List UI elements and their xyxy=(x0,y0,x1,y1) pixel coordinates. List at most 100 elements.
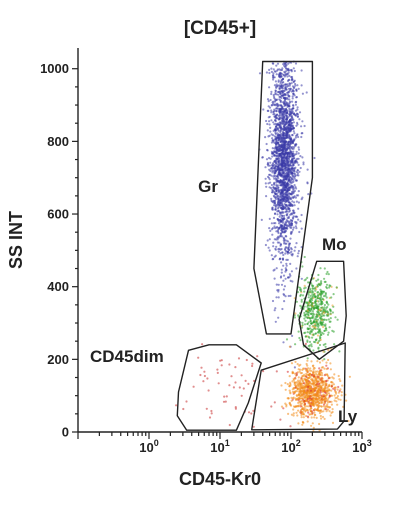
event-point xyxy=(228,384,231,387)
event-point xyxy=(286,208,289,211)
event-point xyxy=(292,87,295,90)
event-point xyxy=(277,80,280,83)
event-point xyxy=(336,403,339,406)
event-point xyxy=(311,325,314,328)
event-point xyxy=(276,192,279,195)
event-point xyxy=(283,104,286,107)
event-point xyxy=(273,401,276,404)
event-point xyxy=(302,375,305,378)
event-point xyxy=(314,383,317,387)
event-point xyxy=(274,89,277,93)
event-point xyxy=(283,102,287,105)
event-point xyxy=(295,170,298,174)
event-point xyxy=(287,248,290,252)
event-point xyxy=(314,402,317,405)
gate-ly xyxy=(250,342,346,431)
event-point xyxy=(282,131,285,134)
gate-label-gr: Gr xyxy=(198,177,218,196)
event-point xyxy=(295,300,298,303)
event-point xyxy=(297,148,301,151)
event-point xyxy=(310,387,313,390)
event-point xyxy=(272,68,275,71)
event-point xyxy=(326,333,330,336)
event-point xyxy=(295,394,299,398)
event-point xyxy=(292,169,296,172)
event-point xyxy=(279,244,282,247)
event-point xyxy=(301,92,304,95)
event-point xyxy=(288,140,291,143)
event-point xyxy=(286,128,289,131)
event-point xyxy=(308,401,311,404)
x-tick-label: 103 xyxy=(352,438,371,455)
event-point xyxy=(274,165,277,168)
event-point xyxy=(262,108,265,111)
event-point xyxy=(277,222,281,225)
event-point xyxy=(274,159,277,162)
event-point xyxy=(322,350,325,353)
event-point xyxy=(203,374,206,378)
event-point xyxy=(320,300,323,303)
event-point xyxy=(289,425,292,428)
event-point xyxy=(277,114,280,117)
event-point xyxy=(285,239,288,242)
event-point xyxy=(330,394,334,397)
event-point xyxy=(279,143,283,147)
event-point xyxy=(283,198,286,201)
event-point xyxy=(268,227,271,230)
event-point xyxy=(316,409,319,412)
event-point xyxy=(289,186,292,189)
event-point xyxy=(316,334,320,337)
event-point xyxy=(290,190,294,193)
event-point xyxy=(216,368,219,371)
event-point xyxy=(305,405,308,408)
event-point xyxy=(286,79,290,83)
event-point xyxy=(300,326,304,329)
event-point xyxy=(301,132,304,135)
event-point xyxy=(302,395,305,398)
event-point xyxy=(322,321,325,324)
event-point xyxy=(270,199,273,202)
event-point xyxy=(327,375,330,378)
event-point xyxy=(325,296,328,299)
event-point xyxy=(274,192,277,196)
event-point xyxy=(273,277,276,280)
event-point xyxy=(308,392,311,395)
event-point xyxy=(310,306,313,309)
event-point xyxy=(320,333,323,337)
event-point xyxy=(291,161,294,164)
event-point xyxy=(294,377,297,380)
event-point xyxy=(311,370,315,373)
event-point xyxy=(267,100,270,103)
event-point xyxy=(304,331,307,334)
event-point xyxy=(279,226,282,229)
event-point xyxy=(293,184,296,187)
event-point xyxy=(319,409,322,412)
event-point xyxy=(286,370,289,373)
event-point xyxy=(293,381,296,384)
event-point xyxy=(288,144,291,147)
event-point xyxy=(333,394,336,397)
event-point xyxy=(296,363,299,366)
event-point xyxy=(307,313,310,316)
event-point xyxy=(261,156,264,159)
event-point xyxy=(281,133,284,137)
event-point xyxy=(335,286,338,289)
event-point xyxy=(273,268,276,271)
event-point xyxy=(289,262,292,265)
event-point xyxy=(337,374,340,378)
event-point xyxy=(313,293,316,296)
event-point xyxy=(291,97,294,100)
event-point xyxy=(258,72,262,75)
event-point xyxy=(325,307,328,310)
event-point xyxy=(333,373,336,376)
event-point xyxy=(285,175,288,178)
event-point xyxy=(291,174,295,178)
event-point xyxy=(303,413,306,416)
event-point xyxy=(300,125,303,128)
event-point xyxy=(286,131,289,134)
event-point xyxy=(309,294,312,297)
population-cd45dim xyxy=(175,343,298,428)
event-point xyxy=(265,195,268,198)
event-point xyxy=(306,309,309,312)
